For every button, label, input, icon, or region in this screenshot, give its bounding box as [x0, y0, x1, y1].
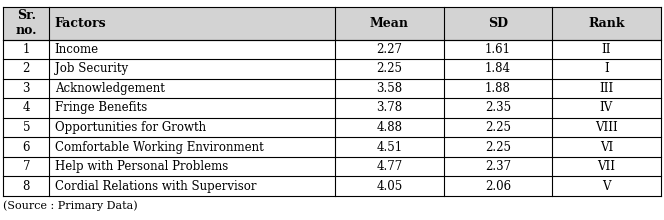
Text: VIII: VIII — [595, 121, 618, 134]
Text: VII: VII — [598, 160, 616, 173]
Text: 1: 1 — [23, 43, 30, 56]
Text: 8: 8 — [23, 180, 30, 192]
Text: 2.25: 2.25 — [376, 62, 402, 75]
Text: 4.77: 4.77 — [376, 160, 402, 173]
Text: Rank: Rank — [588, 17, 625, 30]
Text: 2.25: 2.25 — [485, 141, 511, 154]
Text: VI: VI — [600, 141, 613, 154]
Text: 5: 5 — [23, 121, 30, 134]
Text: 4: 4 — [23, 101, 30, 114]
Text: 6: 6 — [23, 141, 30, 154]
Text: 7: 7 — [23, 160, 30, 173]
Text: SD: SD — [488, 17, 508, 30]
Text: 3.58: 3.58 — [376, 82, 402, 95]
Text: 2.37: 2.37 — [485, 160, 511, 173]
Text: 2.25: 2.25 — [485, 121, 511, 134]
Text: 1.61: 1.61 — [485, 43, 511, 56]
Text: 2.06: 2.06 — [485, 180, 511, 192]
Text: V: V — [602, 180, 611, 192]
Text: II: II — [602, 43, 611, 56]
Text: Help with Personal Problems: Help with Personal Problems — [54, 160, 228, 173]
Text: Job Security: Job Security — [54, 62, 127, 75]
Bar — [3, 7, 661, 40]
Text: 2.35: 2.35 — [485, 101, 511, 114]
Text: Fringe Benefits: Fringe Benefits — [54, 101, 147, 114]
Text: (Source : Primary Data): (Source : Primary Data) — [3, 200, 138, 211]
Text: 2: 2 — [23, 62, 30, 75]
Text: Opportunities for Growth: Opportunities for Growth — [54, 121, 206, 134]
Text: 2.27: 2.27 — [376, 43, 402, 56]
Text: 4.05: 4.05 — [376, 180, 402, 192]
Text: Income: Income — [54, 43, 99, 56]
Text: 3.78: 3.78 — [376, 101, 402, 114]
Text: 3: 3 — [23, 82, 30, 95]
Text: Factors: Factors — [54, 17, 106, 30]
Text: 4.88: 4.88 — [376, 121, 402, 134]
Text: Acknowledgement: Acknowledgement — [54, 82, 165, 95]
Text: 1.84: 1.84 — [485, 62, 511, 75]
Text: I: I — [604, 62, 609, 75]
Text: Comfortable Working Environment: Comfortable Working Environment — [54, 141, 264, 154]
Text: III: III — [600, 82, 614, 95]
Text: Mean: Mean — [370, 17, 409, 30]
Text: Sr.
no.: Sr. no. — [15, 9, 37, 37]
Text: 1.88: 1.88 — [485, 82, 511, 95]
Text: IV: IV — [600, 101, 613, 114]
Text: 4.51: 4.51 — [376, 141, 402, 154]
Text: Cordial Relations with Supervisor: Cordial Relations with Supervisor — [54, 180, 256, 192]
